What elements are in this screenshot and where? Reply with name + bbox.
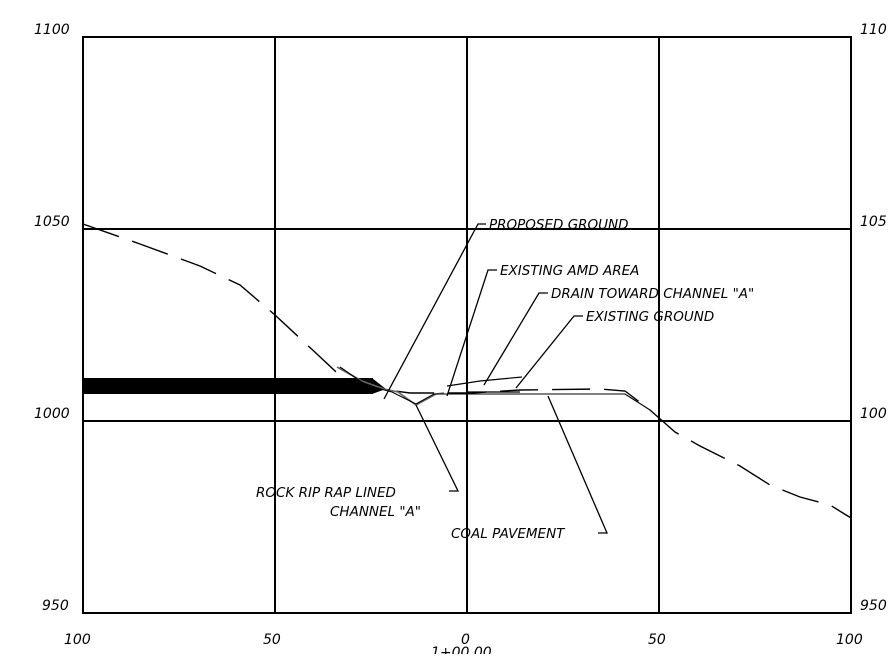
leader-drain-toward [483,292,548,386]
y-tick-left-1050: 1050 [34,214,70,230]
y-tick-right-950: 950 [860,598,887,614]
callout-rock-rip-rap-line2: CHANNEL "A" [330,504,421,520]
x-tick-0: 0 [461,632,470,648]
y-tick-right-1100: 110 [860,22,887,38]
station-label: 1+00.00 [431,645,492,654]
grid [82,36,852,614]
callout-coal-pavement: COAL PAVEMENT [451,526,566,542]
callout-rock-rip-rap-line1: ROCK RIP RAP LINED [256,485,396,501]
y-tick-left-950: 950 [42,598,69,614]
y-tick-right-1000: 100 [860,406,887,422]
leader-rock-rip-rap [415,404,460,492]
leader-existing-amd-area [446,269,497,397]
callout-existing-ground: EXISTING GROUND [586,309,714,325]
x-tick-50-right: 50 [648,632,666,648]
existing-ground-line [82,223,852,519]
leader-existing-ground [515,315,583,389]
x-tick-50-left: 50 [263,632,281,648]
y-tick-right-1050: 105 [860,214,887,230]
y-tick-left-1000: 1000 [34,406,70,422]
leaders [383,223,608,534]
channel-outline [339,366,651,411]
leader-coal-pavement [547,395,608,534]
callout-existing-amd-area: EXISTING AMD AREA [500,263,639,279]
coal-pavement-band [83,378,373,394]
callout-proposed-ground: PROPOSED GROUND [489,217,629,233]
y-tick-left-1100: 1100 [34,22,70,38]
x-tick-100-left: 100 [64,632,91,648]
callout-drain-toward-channel: DRAIN TOWARD CHANNEL "A" [551,286,754,302]
drain-arrow-line [446,376,523,387]
leader-proposed-ground [383,223,486,400]
x-tick-100-right: 100 [836,632,863,648]
